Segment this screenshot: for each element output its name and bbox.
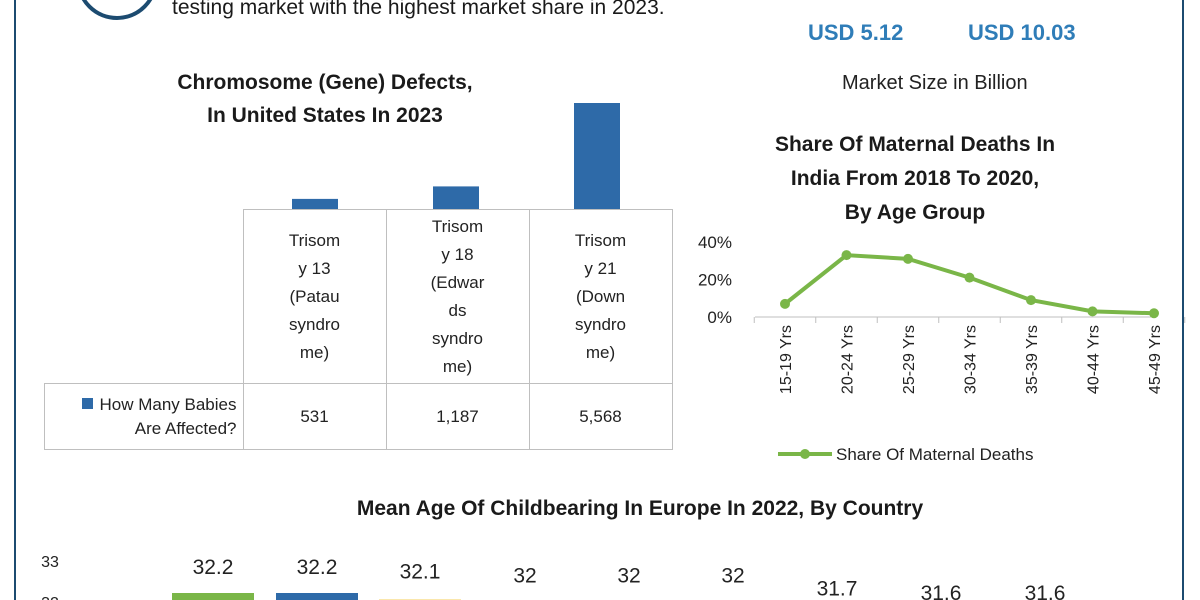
chart1-data-table: Trisom y 13 (Patau syndro me) Trisom y 1…	[44, 209, 673, 450]
chart3-bar-1	[172, 593, 254, 600]
chart2-point-3	[903, 254, 913, 264]
chart3-data-label-5: 32	[617, 565, 640, 588]
chart2-ytick: 40%	[698, 233, 732, 252]
cat2-line1: Trisom	[387, 213, 529, 241]
chart2-xtick: 30-34 Yrs	[963, 325, 980, 394]
chart2-xtick: 40-44 Yrs	[1086, 325, 1103, 394]
cat2-line4: ds	[387, 297, 529, 325]
chart3-title: Mean Age Of Childbearing In Europe In 20…	[240, 494, 1040, 524]
market-size-label: Market Size in Billion	[842, 72, 1028, 95]
chart3-data-label-6: 32	[721, 565, 744, 588]
chart3-data-label-4: 32	[513, 565, 536, 588]
chart2-point-5	[1026, 295, 1036, 305]
chart2-title-line1: Share Of Maternal Deaths In	[700, 128, 1130, 162]
value-cell-1: 531	[243, 384, 386, 450]
cat3-line2: y 21	[530, 255, 672, 283]
chart2-title: Share Of Maternal Deaths In India From 2…	[700, 128, 1130, 230]
usd-value-2023: USD 5.12	[808, 20, 903, 46]
cat3-line5: me)	[530, 339, 672, 367]
cat1-line1: Trisom	[244, 227, 386, 255]
chart2-xtick: 25-29 Yrs	[901, 325, 918, 394]
usd-value-forecast: USD 10.03	[968, 20, 1076, 46]
chart2-point-4	[965, 273, 975, 283]
chart2-line-area: 40% 20% 0% 15-19 Yrs 20-24 Yrs 25-29 Yrs 30-34…	[670, 225, 1190, 475]
cat1-line3: (Patau	[244, 283, 386, 311]
chart3-ytick: 32	[41, 595, 59, 600]
chart2-xtick: 35-39 Yrs	[1024, 325, 1041, 394]
chart2-ytick: 0%	[707, 308, 732, 327]
category-cell-2: Trisom y 18 (Edwar ds syndro me)	[386, 210, 529, 384]
cat3-line3: (Down	[530, 283, 672, 311]
category-cell-1: Trisom y 13 (Patau syndro me)	[243, 210, 386, 384]
cat3-line1: Trisom	[530, 227, 672, 255]
chart1-bars-area	[0, 0, 700, 220]
chart3-data-label-2: 32.2	[297, 556, 338, 579]
chart2-legend-label: Share Of Maternal Deaths	[836, 445, 1033, 464]
chart2-legend-marker-icon	[800, 449, 810, 459]
chart2-point-6	[1088, 306, 1098, 316]
chart3-data-label-7: 31.7	[817, 578, 858, 600]
chart1-bar-1	[292, 199, 338, 209]
cat2-line5: syndro	[387, 325, 529, 353]
chart3-data-label-1: 32.2	[193, 556, 234, 579]
cat1-line2: y 13	[244, 255, 386, 283]
chart3-ytick: 33	[41, 554, 59, 571]
chart2-series-line	[785, 255, 1154, 313]
legend-swatch-icon	[82, 398, 93, 409]
chart2-point-7	[1149, 308, 1159, 318]
chart2-title-line2: India From 2018 To 2020,	[700, 162, 1130, 196]
cat1-line5: me)	[244, 339, 386, 367]
chart2-point-1	[780, 299, 790, 309]
chart3-data-label-3: 32.1	[400, 560, 441, 583]
legend-cell: How Many Babies Are Affected?	[45, 384, 244, 450]
chart2-xtick: 20-24 Yrs	[840, 325, 857, 394]
chart3-data-label-8: 31.6	[921, 582, 962, 600]
cat2-line2: y 18	[387, 241, 529, 269]
category-cell-3: Trisom y 21 (Down syndro me)	[529, 210, 672, 384]
cat2-line3: (Edwar	[387, 269, 529, 297]
cat1-line4: syndro	[244, 311, 386, 339]
chart2-xtick: 45-49 Yrs	[1147, 325, 1164, 394]
legend-text-line1: How Many Babies	[99, 395, 236, 414]
chart3-bar-2	[276, 593, 358, 600]
chart1-bar-2	[433, 186, 479, 209]
chart1-bar-3	[574, 103, 620, 209]
cat2-line6: me)	[387, 353, 529, 381]
chart3-bar-area: 33 32 32.2 32.2 32.1 32 32 32 31.7 31.6 31.6	[0, 540, 1180, 600]
chart3-data-label-9: 31.6	[1025, 582, 1066, 600]
chart2-point-2	[842, 250, 852, 260]
legend-line1: How Many Babies	[45, 393, 237, 417]
value-cell-2: 1,187	[386, 384, 529, 450]
chart2-xtick: 15-19 Yrs	[778, 325, 795, 394]
table-empty-corner	[45, 210, 244, 384]
value-cell-3: 5,568	[529, 384, 672, 450]
cat3-line4: syndro	[530, 311, 672, 339]
chart2-ytick: 20%	[698, 271, 732, 290]
legend-text-line2: Are Affected?	[45, 417, 237, 441]
